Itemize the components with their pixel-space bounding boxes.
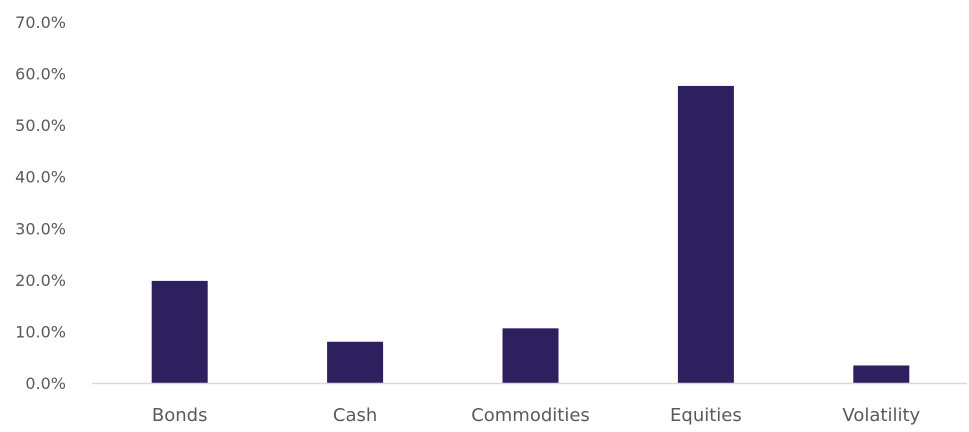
y-tick-label: 60.0% <box>15 65 66 84</box>
y-tick-label: 0.0% <box>25 374 66 393</box>
y-tick-label: 30.0% <box>15 219 66 238</box>
bar-volatility <box>853 365 910 383</box>
bar-bonds <box>151 280 208 383</box>
x-axis-category-labels: Bonds Cash Commodities Equities Volatility <box>152 405 921 426</box>
x-category-label: Commodities <box>471 405 590 426</box>
y-tick-label: 40.0% <box>15 168 66 187</box>
y-tick-label: 70.0% <box>15 13 66 32</box>
x-category-label: Bonds <box>152 405 208 426</box>
x-category-label: Equities <box>670 405 742 426</box>
x-category-label: Cash <box>333 405 377 426</box>
y-tick-label: 20.0% <box>15 271 66 290</box>
bars <box>151 85 910 383</box>
y-tick-label: 50.0% <box>15 116 66 135</box>
bar-equities <box>677 85 734 383</box>
y-tick-label: 10.0% <box>15 322 66 341</box>
y-axis-tick-labels: 0.0% 10.0% 20.0% 30.0% 40.0% 50.0% 60.0% 70.0% <box>15 13 66 393</box>
x-category-label: Volatility <box>842 405 920 426</box>
bar-commodities <box>502 328 559 383</box>
bar-cash <box>327 341 384 383</box>
